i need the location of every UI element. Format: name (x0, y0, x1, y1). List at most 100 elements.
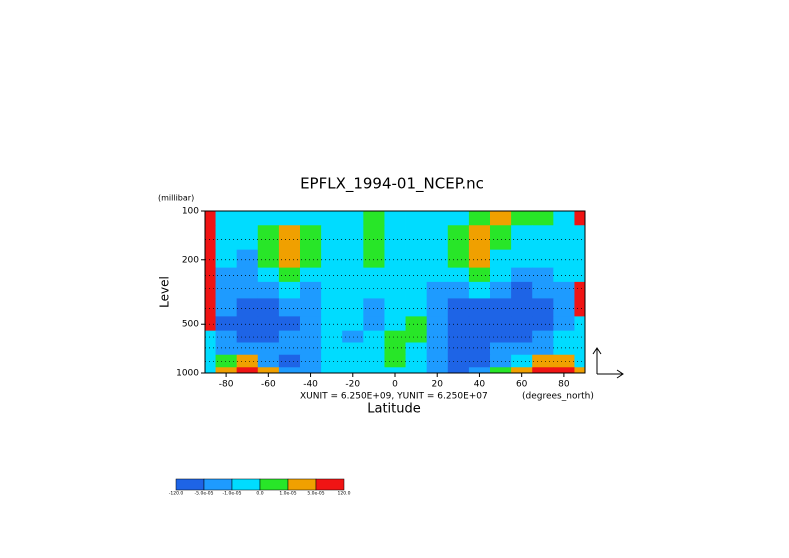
contour-cell (405, 267, 428, 283)
contour-cell (384, 211, 406, 226)
contour-cell (205, 354, 216, 368)
contour-cell (574, 316, 586, 332)
contour-cell (215, 298, 238, 317)
contour-cell (300, 281, 322, 299)
contour-cell (384, 298, 406, 317)
contour-cell (447, 211, 470, 226)
contour-cell (321, 281, 343, 299)
contour-cell (490, 367, 512, 374)
contour-cell (490, 281, 512, 299)
contour-cell (574, 267, 586, 283)
contour-cell (257, 298, 280, 317)
contour-cell (553, 367, 575, 374)
contour-cell (215, 342, 238, 356)
contour-cell (574, 342, 586, 356)
contour-cell (490, 298, 512, 317)
contour-cell (342, 367, 364, 374)
contour-cell (405, 342, 428, 356)
contour-cell (342, 281, 364, 299)
contour-cell (447, 316, 470, 332)
reference-vector (592, 347, 624, 379)
contour-cell (490, 316, 512, 332)
contour-cell (215, 281, 238, 299)
y-units: (millibar) (158, 194, 194, 203)
contour-cell (363, 330, 385, 343)
contour-cell (511, 249, 533, 269)
contour-cell (205, 267, 216, 283)
contour-cell (215, 354, 238, 368)
contour-cell (321, 249, 343, 269)
x-tick-label: 0 (392, 380, 398, 390)
contour-cell (257, 354, 280, 368)
contour-cell (321, 330, 343, 343)
contour-cell (574, 298, 586, 317)
contour-cell (511, 298, 533, 317)
colorbar-box (287, 478, 317, 491)
contour-cell (342, 342, 364, 356)
contour-cell (447, 330, 470, 343)
x-tick-label: -20 (345, 380, 360, 390)
chart-title: EPFLX_1994-01_NCEP.nc (300, 175, 484, 194)
contour-cell (511, 267, 533, 283)
contour-cell (426, 281, 449, 299)
x-units: (degrees_north) (522, 392, 594, 402)
contour-cell (257, 267, 280, 283)
contour-cell (384, 225, 406, 251)
contour-cell (553, 225, 575, 251)
contour-cell (447, 281, 470, 299)
contour-cell (490, 354, 512, 368)
contour-cell (426, 225, 449, 251)
contour-cell (532, 267, 554, 283)
contour-cell (321, 298, 343, 317)
colorbar-box (315, 478, 345, 491)
x-tick-label: -40 (303, 380, 318, 390)
colorbar-box (231, 478, 261, 491)
contour-cell (278, 354, 301, 368)
contour-cell (532, 225, 554, 251)
contour-cell (447, 342, 470, 356)
contour-cell (384, 342, 406, 356)
contour-cell (447, 249, 470, 269)
contour-cell (532, 281, 554, 299)
contour-cell (342, 316, 364, 332)
contour-cell (532, 342, 554, 356)
contour-cell (236, 298, 259, 317)
contour-cell (215, 225, 238, 251)
contour-cell (553, 298, 575, 317)
contour-cell (384, 267, 406, 283)
contour-cell (490, 225, 512, 251)
x-tick-label: 20 (431, 380, 443, 390)
contour-cell (553, 211, 575, 226)
contour-cell (278, 281, 301, 299)
contour-cell (384, 330, 406, 343)
contour-cell (511, 316, 533, 332)
contour-cell (363, 367, 385, 374)
y-tick-label: 200 (182, 255, 199, 265)
contour-cell (363, 281, 385, 299)
contour-cell (490, 330, 512, 343)
contour-cell (574, 367, 586, 374)
contour-cell (426, 316, 449, 332)
contour-cell (426, 249, 449, 269)
contour-cell (363, 211, 385, 226)
contour-cell (321, 267, 343, 283)
colorbar-box (259, 478, 289, 491)
contour-cell (236, 249, 259, 269)
contour-cell (447, 298, 470, 317)
contour-cell (384, 316, 406, 332)
contour-cell (342, 225, 364, 251)
contour-cell (236, 354, 259, 368)
contour-cell (236, 225, 259, 251)
y-tick-label: 500 (182, 320, 199, 330)
contour-cell (511, 281, 533, 299)
contour-cell (215, 249, 238, 269)
contour-cell (215, 330, 238, 343)
contour-cell (532, 298, 554, 317)
contour-cell (236, 281, 259, 299)
contour-cell (257, 330, 280, 343)
contour-cell (468, 367, 491, 374)
contour-cell (511, 342, 533, 356)
contour-cell (363, 249, 385, 269)
contour-cell (278, 342, 301, 356)
